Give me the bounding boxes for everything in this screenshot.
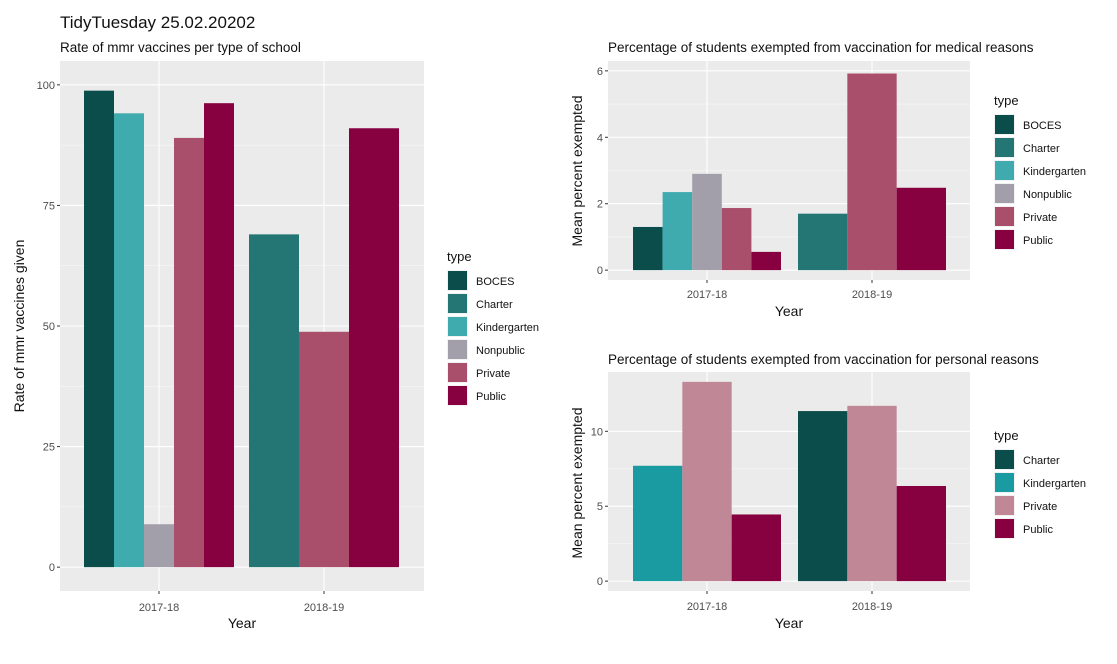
legend-label-private: Private	[476, 368, 510, 380]
legend-label-charter: Charter	[1023, 143, 1060, 155]
y-tick-label: 10	[591, 426, 603, 438]
bar-public-2017-18	[751, 251, 781, 271]
y-tick-label: 5	[597, 501, 603, 513]
figure-title: TidyTuesday 25.02.20202	[60, 13, 255, 32]
legend-label-kindergarten: Kindergarten	[1023, 166, 1086, 178]
legend-label-public: Public	[1023, 235, 1053, 247]
bar-private-2018-19	[847, 73, 897, 271]
x-tick-label: 2017-18	[687, 601, 727, 613]
legend-swatch-private	[448, 363, 467, 382]
chart-panel-3: Percentage of students exempted from vac…	[569, 352, 1086, 631]
chart-panel-1: Rate of mmr vaccines per type of school 0…	[11, 40, 539, 631]
legend-swatch-private	[995, 496, 1014, 515]
legend-label-charter: Charter	[476, 299, 513, 311]
bar-private-2018-19	[847, 405, 897, 582]
y-tick-label: 0	[49, 562, 55, 574]
legend-swatch-charter	[448, 294, 467, 313]
y-axis-title: Mean percent exempted	[569, 408, 585, 559]
y-tick-label: 50	[43, 321, 55, 333]
bar-public-2017-18	[204, 103, 234, 568]
x-tick-label: 2018-19	[852, 601, 892, 613]
x-tick-label: 2017-18	[687, 289, 727, 301]
charts-container: Rate of mmr vaccines per type of school 0…	[11, 40, 1086, 631]
bar-kindergarten-2017-18	[662, 192, 693, 271]
legend-label-kindergarten: Kindergarten	[1023, 478, 1086, 490]
legend-swatch-kindergarten	[995, 161, 1014, 180]
bar-nonpublic-2017-18	[144, 524, 174, 568]
bar-charter-2018-19	[798, 213, 848, 271]
chart-title: Rate of mmr vaccines per type of school	[60, 40, 301, 55]
bar-charter-2018-19	[249, 234, 299, 568]
bar-private-2018-19	[299, 331, 349, 568]
y-axis-title: Rate of mmr vaccines given	[11, 240, 27, 413]
legend-title: type	[994, 428, 1019, 443]
y-tick-label: 25	[43, 442, 55, 454]
y-tick-label: 0	[597, 576, 603, 588]
legend: type BOCES Charter Kindergarten Nonpublic Pri…	[994, 93, 1086, 250]
legend-swatch-public	[995, 519, 1014, 538]
legend-swatch-nonpublic	[995, 184, 1014, 203]
bar-public-2018-19	[896, 485, 946, 582]
legend: type Charter Kindergarten Private Public	[994, 428, 1086, 539]
legend-swatch-public	[995, 230, 1014, 249]
legend-swatch-nonpublic	[448, 340, 467, 359]
chart-panel-2: Percentage of students exempted from vac…	[569, 40, 1086, 319]
bar-kindergarten-2017-18	[633, 465, 683, 582]
legend-title: type	[994, 93, 1019, 108]
legend-label-public: Public	[1023, 524, 1053, 536]
y-tick-label: 0	[597, 265, 603, 277]
x-axis-title: Year	[228, 615, 257, 631]
bar-private-2017-18	[721, 208, 752, 271]
bar-boces-2017-18	[633, 226, 663, 271]
legend-swatch-charter	[995, 450, 1014, 469]
legend-swatch-private	[995, 207, 1014, 226]
legend-swatch-public	[448, 386, 467, 405]
x-axis-title: Year	[775, 615, 804, 631]
bar-kindergarten-2017-18	[114, 113, 144, 568]
y-axis-title: Mean percent exempted	[569, 96, 585, 247]
bar-public-2018-19	[896, 187, 946, 271]
legend-label-boces: BOCES	[1023, 120, 1062, 132]
legend-label-nonpublic: Nonpublic	[476, 345, 525, 357]
y-tick-label: 100	[37, 80, 55, 92]
legend-swatch-kindergarten	[995, 473, 1014, 492]
legend-label-nonpublic: Nonpublic	[1023, 189, 1072, 201]
legend-title: type	[447, 249, 472, 264]
legend-label-public: Public	[476, 391, 506, 403]
y-tick-label: 75	[43, 200, 55, 212]
bar-public-2018-19	[349, 128, 399, 568]
legend-label-charter: Charter	[1023, 455, 1060, 467]
legend-swatch-boces	[448, 271, 467, 290]
legend-swatch-kindergarten	[448, 317, 467, 336]
legend-label-kindergarten: Kindergarten	[476, 322, 539, 334]
bar-public-2017-18	[731, 514, 781, 582]
x-axis-title: Year	[775, 303, 804, 319]
legend: type BOCES Charter Kindergarten Nonpublic Pri…	[447, 249, 539, 406]
bar-charter-2018-19	[798, 411, 848, 582]
legend-label-boces: BOCES	[476, 276, 515, 288]
x-tick-label: 2018-19	[304, 602, 344, 614]
chart-title: Percentage of students exempted from vac…	[608, 40, 1034, 55]
legend-swatch-boces	[995, 115, 1014, 134]
bar-nonpublic-2017-18	[692, 173, 722, 271]
chart-title: Percentage of students exempted from vac…	[608, 352, 1039, 367]
bar-private-2017-18	[682, 381, 732, 582]
y-tick-label: 2	[597, 199, 603, 211]
bar-boces-2017-18	[84, 90, 114, 568]
bar-private-2017-18	[174, 137, 204, 568]
legend-label-private: Private	[1023, 212, 1057, 224]
legend-swatch-charter	[995, 138, 1014, 157]
legend-label-private: Private	[1023, 501, 1057, 513]
x-tick-label: 2018-19	[852, 289, 892, 301]
x-tick-label: 2017-18	[139, 602, 179, 614]
y-tick-label: 6	[597, 66, 603, 78]
y-tick-label: 4	[597, 132, 603, 144]
